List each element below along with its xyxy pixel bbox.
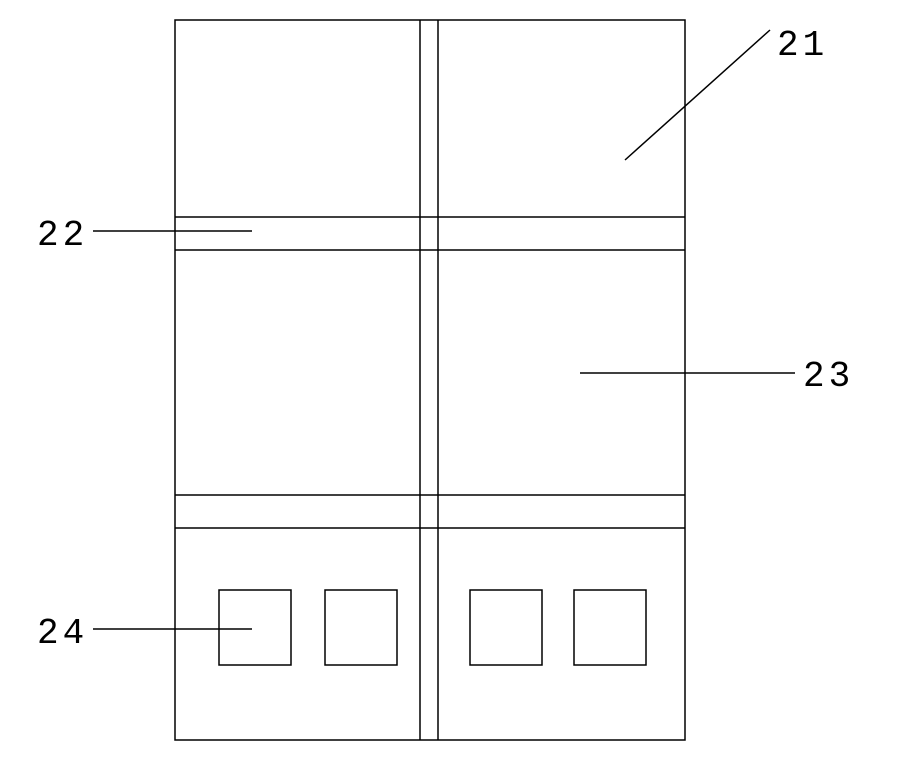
callout-line-21: [625, 30, 770, 160]
callout-label-21: 21: [777, 25, 828, 66]
small-box: [325, 590, 397, 665]
callouts: 21 22 23 24: [37, 25, 854, 654]
callout-label-22: 22: [37, 215, 88, 256]
small-box: [470, 590, 542, 665]
small-boxes-row: [219, 590, 646, 665]
small-box: [574, 590, 646, 665]
diagram-container: [175, 20, 685, 740]
small-box: [219, 590, 291, 665]
callout-label-24: 24: [37, 613, 88, 654]
callout-label-23: 23: [803, 356, 854, 397]
outer-frame: [175, 20, 685, 740]
